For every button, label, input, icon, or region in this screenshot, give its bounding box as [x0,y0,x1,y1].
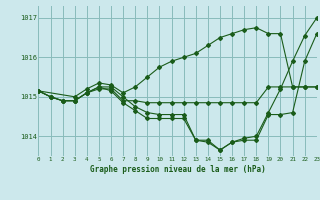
X-axis label: Graphe pression niveau de la mer (hPa): Graphe pression niveau de la mer (hPa) [90,165,266,174]
